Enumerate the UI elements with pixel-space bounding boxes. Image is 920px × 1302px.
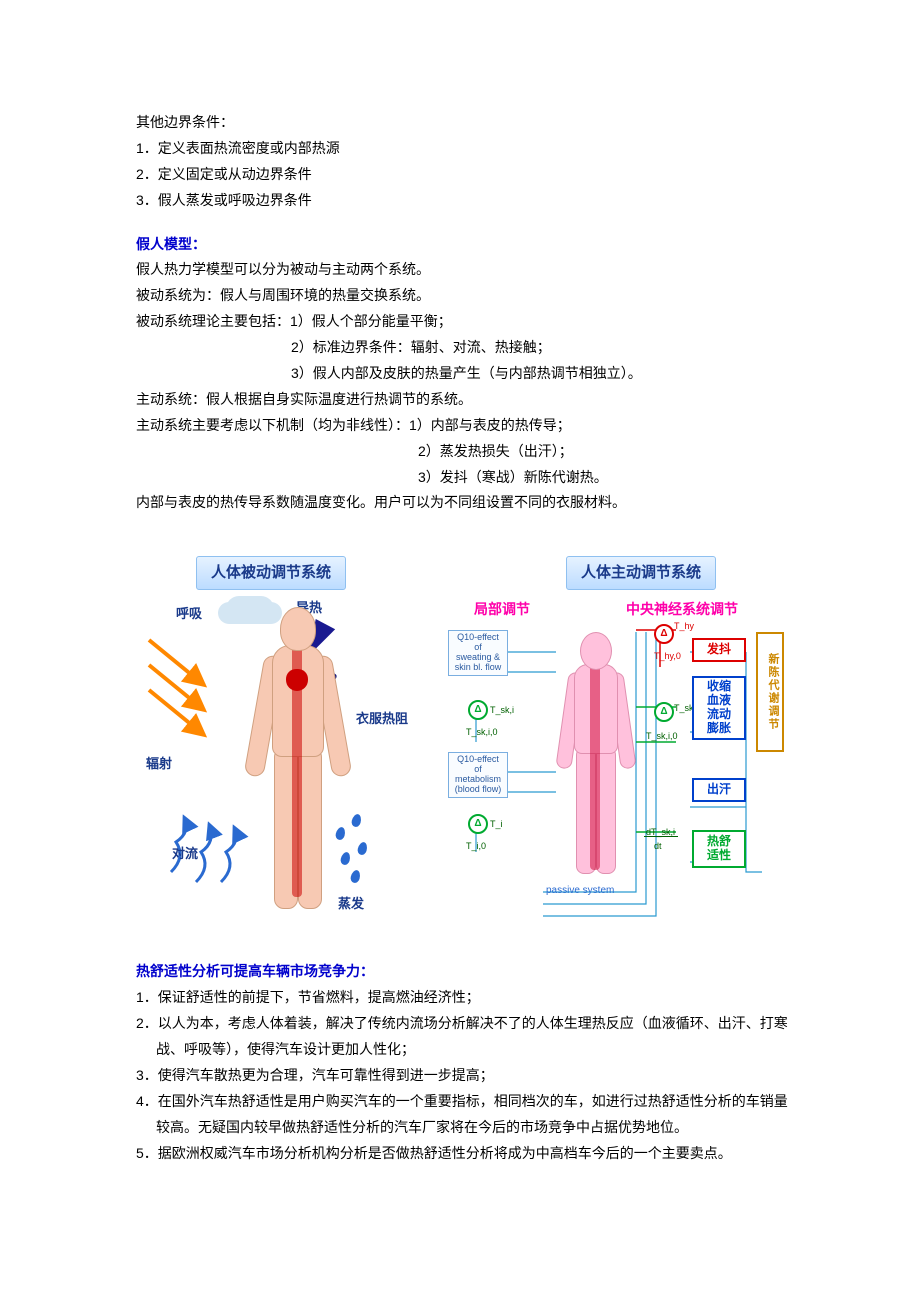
model-p5-sub3: 3）发抖（寒战）新陈代谢热。	[136, 465, 790, 491]
model-p3-sub2: 2）标准边界条件：辐射、对流、热接触；	[136, 335, 790, 361]
label-evap: 蒸发	[338, 892, 364, 916]
model-p5-sub2: 2）蒸发热损失（出汗）；	[136, 439, 790, 465]
q10-sweat-box: Q10-effect of sweating & skin bl. flow	[448, 630, 508, 676]
bc-item-2: 2．定义固定或从动边界条件	[136, 162, 790, 188]
shiver-box: 发抖	[692, 638, 746, 662]
model-p5: 主动系统主要考虑以下机制（均为非线性）：1）内部与表皮的热传导；	[136, 413, 790, 439]
comp-item-4: 4．在国外汽车热舒适性是用户购买汽车的一个重要指标，相同档次的车，如进行过热舒适…	[136, 1089, 790, 1115]
tsk0-label-2: T_sk,i,0	[646, 728, 678, 745]
radiation-arrows-icon	[144, 630, 224, 750]
q10-metab-box: Q10-effect of metabolism (blood flow)	[448, 752, 508, 798]
active-banner: 人体主动调节系统	[566, 556, 716, 590]
human-body-pink-icon	[566, 632, 626, 882]
model-p1: 假人热力学模型可以分为被动与主动两个系统。	[136, 257, 790, 283]
active-system-panel: 人体主动调节系统 局部调节 中央神经系统调节	[446, 552, 786, 937]
droplet-icon	[350, 813, 362, 828]
spacer	[136, 516, 790, 544]
mannequin-model-heading: 假人模型：	[136, 232, 790, 258]
fraction-bar-icon	[644, 836, 678, 837]
comp-item-2-cont: 战、呼吸等），使得汽车设计更加人性化；	[136, 1037, 790, 1063]
model-p6: 内部与表皮的热传导系数随温度变化。用户可以为不同组设置不同的衣服材料。	[136, 490, 790, 516]
tsk-label: T_sk,i	[490, 702, 514, 719]
sweat-box: 出汗	[692, 778, 746, 802]
comp-item-3: 3．使得汽车散热更为合理，汽车可靠性得到进一步提高；	[136, 1063, 790, 1089]
thy-label: T_hy	[674, 618, 694, 635]
comp-item-5: 5．据欧洲权威汽车市场分析机构分析是否做热舒适性分析将成为中高档车今后的一个主要…	[136, 1141, 790, 1167]
label-radiate: 辐射	[146, 752, 172, 776]
passive-system-label: passive system	[546, 882, 614, 901]
model-p3: 被动系统理论主要包括：1）假人个部分能量平衡；	[136, 309, 790, 335]
competitiveness-heading: 热舒适性分析可提高车辆市场竞争力：	[136, 959, 790, 985]
model-p2: 被动系统为：假人与周围环境的热量交换系统。	[136, 283, 790, 309]
other-bc-heading: 其他边界条件：	[136, 110, 790, 136]
comfort-box: 热舒 适性	[692, 830, 746, 868]
ti0-label: T_i,0	[466, 838, 486, 855]
droplet-icon	[349, 869, 361, 884]
label-clothres: 衣服热阻	[356, 707, 408, 731]
metab-box: 新陈代谢调节	[756, 632, 784, 752]
comp-item-2: 2．以人为本，考虑人体着装，解决了传统内流场分析解决不了的人体生理热反应（血液循…	[136, 1011, 790, 1037]
vaso-box: 收缩 血液 流动 膨胀	[692, 676, 746, 739]
human-body-icon	[254, 607, 339, 917]
spacer	[136, 214, 790, 232]
label-convect: 对流	[172, 842, 198, 866]
document-page: 其他边界条件： 1．定义表面热流密度或内部热源 2．定义固定或从动边界条件 3．…	[0, 0, 920, 1226]
label-breath: 呼吸	[176, 602, 202, 626]
comp-item-1: 1．保证舒适性的前提下，节省燃料，提高燃油经济性；	[136, 985, 790, 1011]
diagram-row: 人体被动调节系统 呼吸 导热 辐射 Clothing 衣服热阻	[136, 552, 790, 937]
tsk0-label: T_sk,i,0	[466, 724, 498, 741]
dt-label: dt	[654, 838, 662, 855]
comp-item-4-cont: 较高。无疑国内较早做热舒适性分析的汽车厂家将在今后的市场竞争中占据优势地位。	[136, 1115, 790, 1141]
thy0-label: T_hy,0	[654, 648, 681, 665]
bc-item-1: 1．定义表面热流密度或内部热源	[136, 136, 790, 162]
droplet-icon	[356, 841, 368, 856]
passive-system-panel: 人体被动调节系统 呼吸 导热 辐射 Clothing 衣服热阻	[136, 552, 426, 937]
model-p3-sub3: 3）假人内部及皮肤的热量产生（与内部热调节相独立）。	[136, 361, 790, 387]
droplet-icon	[339, 851, 351, 866]
ti-label: T_i	[490, 816, 503, 833]
bc-item-3: 3．假人蒸发或呼吸边界条件	[136, 188, 790, 214]
passive-banner: 人体被动调节系统	[196, 556, 346, 590]
model-p4: 主动系统：假人根据自身实际温度进行热调节的系统。	[136, 387, 790, 413]
